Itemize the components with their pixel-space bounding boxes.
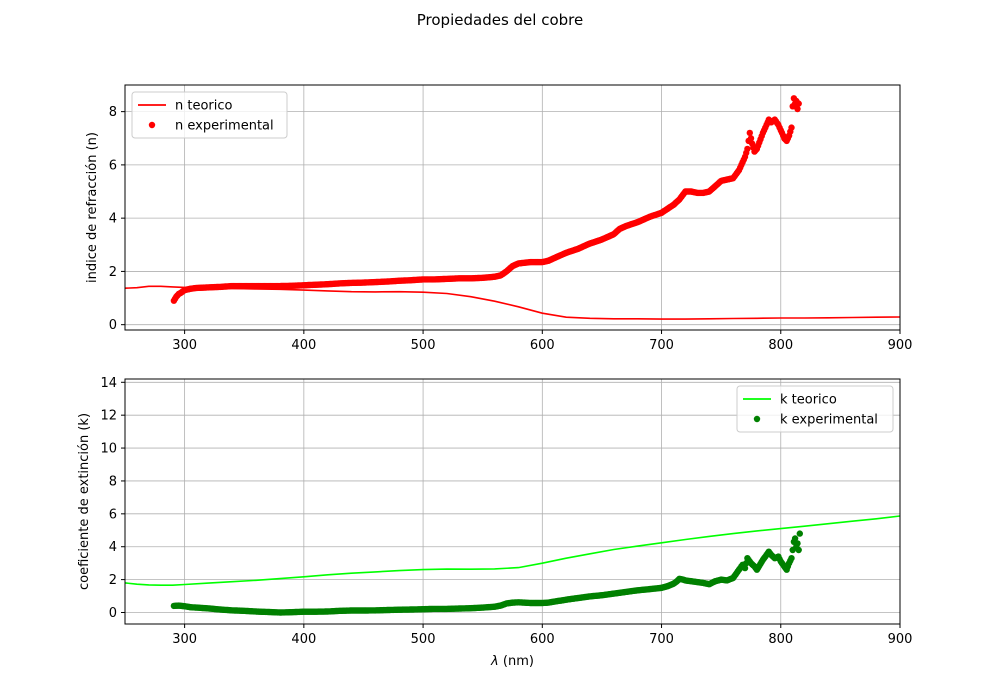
figure-title: Propiedades del cobre [417,11,583,29]
data-point [746,129,753,137]
x-tick-label: 800 [768,338,793,353]
data-point [788,124,795,131]
legend-label: k experimental [780,413,878,428]
legend: n teorico n experimental [131,91,288,139]
x-tick-label: 500 [411,338,436,353]
series-line-0 [125,515,900,587]
data-point [791,535,799,542]
x-tick-label: 400 [291,338,316,353]
x-tick-label: 400 [291,632,316,647]
y-tick-label: 4 [109,212,117,227]
x-tick-label: 600 [530,338,555,353]
legend: k teorico k experimental [736,385,894,433]
y-tick-label: 6 [109,507,117,522]
data-point [796,530,803,537]
legend-box [736,385,894,433]
x-tick-label: 700 [649,632,674,647]
x-tick-label: 900 [888,338,913,353]
y-axis-label: coeficiente de extinción (k) [77,413,92,590]
data-point [794,540,801,547]
data-point [795,546,802,554]
y-tick-label: 2 [109,265,117,280]
y-tick-label: 0 [109,318,117,333]
legend-marker-swatch [753,415,761,423]
y-tick-label: 8 [109,105,117,120]
x-tick-label: 500 [411,632,436,647]
series-line-0 [125,285,900,320]
top-subplot-n: 300 400 500 600 700 800 900 0 2 4 6 8 indice de refr… [85,84,913,353]
data-point [795,100,802,107]
y-axis-label: indice de refracción (n) [85,132,100,283]
y-tick-label: 14 [100,376,117,391]
y-tick-label: 12 [100,409,117,424]
y-tick-label: 8 [109,474,117,489]
y-tick-label: 4 [109,540,117,555]
legend-label: n experimental [175,119,274,134]
x-axis-label: λ (nm) [490,654,534,669]
data-point [788,555,795,562]
legend-label: k teorico [780,393,837,408]
data-point [741,564,749,572]
legend-marker-swatch [148,121,156,129]
x-tick-label: 800 [768,632,793,647]
bottom-subplot-k: 300 400 500 600 700 800 900 0 2 4 6 8 10 12 14 coeficie… [77,376,912,669]
axes-frame [124,84,901,331]
y-tick-label: 0 [109,606,117,621]
x-tick-label: 300 [172,632,197,647]
data-point-fill [747,135,755,142]
data-point [794,105,801,113]
data-point [744,145,751,153]
y-tick-label: 2 [109,573,117,588]
plot-area [125,515,900,616]
axes-frame [124,378,901,625]
y-tick-label: 10 [100,442,117,457]
legend-label: n teorico [175,99,233,114]
x-tick-label: 600 [530,632,555,647]
legend-box [131,91,288,139]
x-tick-label: 900 [888,632,913,647]
x-tick-label: 300 [172,338,197,353]
y-tick-label: 6 [109,158,117,173]
x-tick-label: 700 [649,338,674,353]
plot-area [125,95,900,320]
